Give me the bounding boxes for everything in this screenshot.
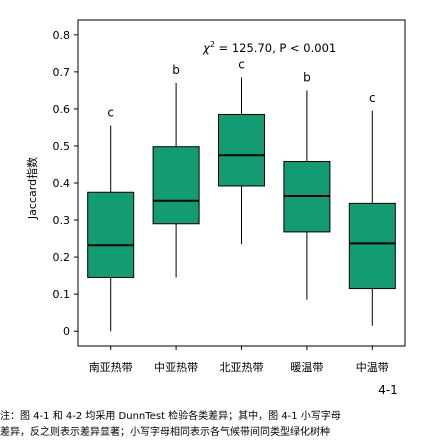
box-group: c — [87, 106, 135, 332]
stat-annotation: χ2 = 125.70, P < 0.001 — [202, 40, 336, 55]
y-tick-label: 0.1 — [53, 288, 71, 301]
significance-letter: b — [172, 63, 180, 77]
stat-sup: 2 — [210, 40, 215, 49]
note-line-2: 差异，反之则表示差异显著；小写字母相同表示各气候带间同类型绿化树种 — [0, 427, 330, 438]
box — [218, 113, 265, 187]
box — [348, 202, 396, 290]
y-tick-label: 0.7 — [53, 66, 71, 79]
significance-letter: c — [107, 106, 114, 120]
significance-letter: c — [369, 91, 376, 105]
y-tick-label: 0.6 — [53, 103, 71, 116]
stat-text: = 125.70, P < 0.001 — [215, 41, 336, 55]
stat-chi: χ — [202, 41, 211, 55]
y-tick-label: 0.2 — [53, 251, 71, 264]
x-tick-label: 暖温带 — [290, 361, 323, 374]
y-tick-label: 0.4 — [53, 177, 71, 190]
x-tick-label: 北亚热带 — [220, 361, 264, 374]
y-tick-label: 0.3 — [53, 214, 71, 227]
y-tick-label: 0 — [63, 325, 70, 338]
chart-axes: 0 0.1 0.2 0.3 0.4 0.5 0.6 0.7 0.8 南亚热带 中亚热带 北亚热带 暖温带… — [53, 19, 406, 374]
y-axis-label: Jaccard指数 — [25, 157, 39, 220]
box-group: c — [348, 91, 396, 326]
significance-letter: b — [303, 70, 311, 84]
box-group: b — [283, 70, 331, 300]
box — [87, 191, 135, 278]
x-tick-label: 中亚热带 — [154, 361, 198, 374]
x-tick-label: 中温带 — [356, 361, 389, 374]
y-tick-label: 0.5 — [53, 140, 71, 153]
x-tick-label: 南亚热带 — [89, 361, 133, 374]
box-group: b — [152, 63, 200, 278]
note-line-1: 注：图 4-1 和 4-2 均采用 DunnTest 检验各类差异；其中，图 4… — [0, 411, 341, 422]
figure-number: 4-1 — [378, 383, 398, 397]
box — [152, 146, 200, 225]
box-group: c — [218, 57, 265, 245]
y-tick-label: 0.8 — [53, 29, 71, 42]
significance-letter: c — [238, 57, 245, 71]
chart-boxes: c b c b c — [87, 57, 396, 332]
